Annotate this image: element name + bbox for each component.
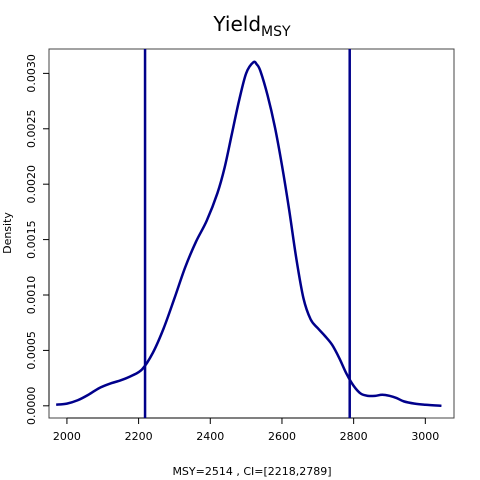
x-tick-label: 2600 xyxy=(268,430,296,443)
chart-title-subscript: MSY xyxy=(261,24,291,40)
x-tick-label: 2000 xyxy=(53,430,81,443)
y-tick-label: 0.0030 xyxy=(25,54,38,93)
x-axis-label: MSY=2514 , CI=[2218,2789] xyxy=(172,465,331,478)
y-tick-label: 0.0005 xyxy=(25,331,38,370)
x-tick-label: 2400 xyxy=(196,430,224,443)
chart-title: YieldMSY xyxy=(212,12,291,40)
x-tick-label: 2800 xyxy=(340,430,368,443)
x-tick-label: 3000 xyxy=(411,430,439,443)
y-tick-label: 0.0020 xyxy=(25,165,38,204)
plot-marks xyxy=(56,49,442,418)
y-axis: 0.0000 0.0005 0.0010 0.0015 0.0020 0.0025 0.00… xyxy=(25,54,50,426)
y-tick-label: 0.0000 xyxy=(25,387,38,426)
y-tick-label: 0.0010 xyxy=(25,276,38,315)
density-curve xyxy=(56,60,442,408)
y-tick-label: 0.0015 xyxy=(25,220,38,259)
plot-frame xyxy=(48,48,455,419)
y-axis-label: Density xyxy=(1,212,14,254)
y-tick-label: 0.0025 xyxy=(25,110,38,149)
x-tick-label: 2200 xyxy=(125,430,153,443)
chart-title-main: Yield xyxy=(212,12,261,36)
x-axis: 2000 2200 2400 2600 2800 3000 xyxy=(53,417,439,443)
